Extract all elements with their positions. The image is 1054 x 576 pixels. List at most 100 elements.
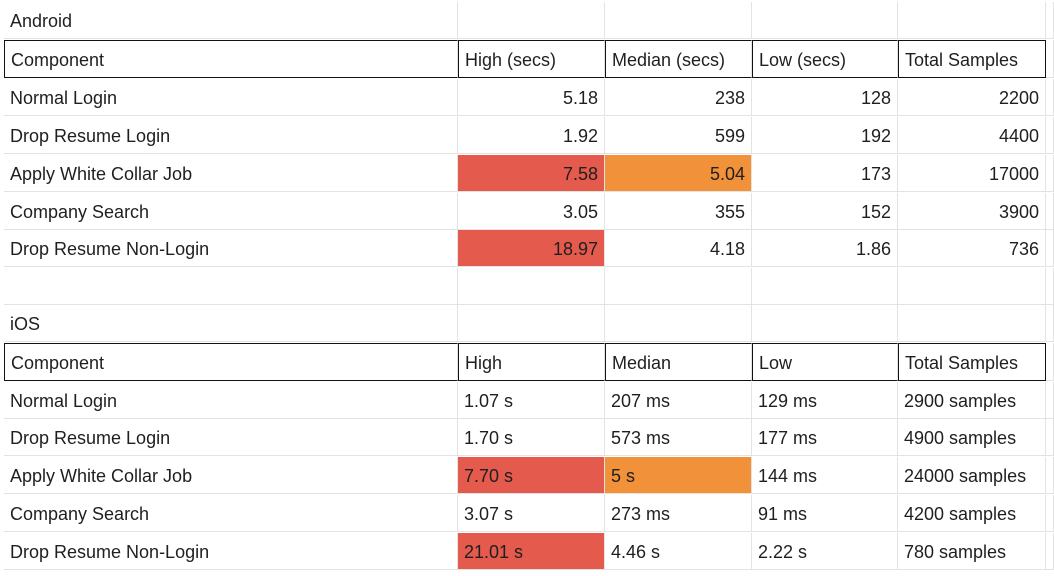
empty-cell[interactable] [898, 305, 1046, 342]
header-total-samples[interactable]: Total Samples [898, 343, 1046, 381]
empty-cell[interactable] [1046, 79, 1054, 116]
component-name-cell[interactable]: Apply White Collar Job [4, 155, 458, 192]
median-value-cell[interactable]: 599 [605, 117, 752, 154]
empty-cell[interactable] [1046, 155, 1054, 192]
median-value-cell[interactable]: 207 ms [605, 382, 752, 419]
empty-cell[interactable] [752, 268, 898, 305]
empty-cell[interactable] [1046, 343, 1054, 381]
median-value-cell[interactable]: 273 ms [605, 495, 752, 532]
table-row: Normal Login 1.07 s 207 ms 129 ms 2900 s… [0, 382, 1054, 420]
low-value-cell[interactable]: 177 ms [752, 419, 898, 456]
section-row-ios: iOS [0, 305, 1054, 343]
component-name-cell[interactable]: Drop Resume Non-Login [4, 533, 458, 570]
header-low[interactable]: Low [752, 343, 898, 381]
high-value-cell[interactable]: 1.92 [458, 117, 605, 154]
header-median[interactable]: Median (secs) [605, 40, 752, 78]
high-value-cell-flagged[interactable]: 21.01 s [458, 533, 605, 570]
empty-cell[interactable] [1046, 419, 1054, 456]
low-value-cell[interactable]: 152 [752, 193, 898, 230]
section-label-android[interactable]: Android [4, 2, 458, 39]
empty-cell[interactable] [1046, 117, 1054, 154]
low-value-cell[interactable]: 129 ms [752, 382, 898, 419]
empty-cell[interactable] [1046, 382, 1054, 419]
empty-cell[interactable] [605, 2, 752, 39]
median-value-cell[interactable]: 4.46 s [605, 533, 752, 570]
total-samples-cell[interactable]: 2900 samples [898, 382, 1046, 419]
median-value-cell[interactable]: 4.18 [605, 230, 752, 267]
low-value-cell[interactable]: 144 ms [752, 457, 898, 494]
high-value-cell-flagged[interactable]: 7.58 [458, 155, 605, 192]
header-high[interactable]: High (secs) [458, 40, 605, 78]
empty-cell[interactable] [605, 268, 752, 305]
empty-cell[interactable] [898, 268, 1046, 305]
empty-cell[interactable] [1046, 533, 1054, 570]
empty-cell[interactable] [1046, 305, 1054, 342]
component-name-cell[interactable]: Apply White Collar Job [4, 457, 458, 494]
section-row-android: Android [0, 2, 1054, 40]
high-value-cell[interactable]: 3.07 s [458, 495, 605, 532]
low-value-cell[interactable]: 192 [752, 117, 898, 154]
empty-cell[interactable] [4, 268, 458, 305]
empty-cell[interactable] [1046, 193, 1054, 230]
high-value-cell[interactable]: 3.05 [458, 193, 605, 230]
empty-cell[interactable] [752, 305, 898, 342]
high-value-cell-flagged[interactable]: 7.70 s [458, 457, 605, 494]
header-median[interactable]: Median [605, 343, 752, 381]
android-header-row: Component High (secs) Median (secs) Low … [0, 40, 1054, 79]
total-samples-cell[interactable]: 736 [898, 230, 1046, 267]
median-value-cell-flagged[interactable]: 5 s [605, 457, 752, 494]
component-name-cell[interactable]: Normal Login [4, 382, 458, 419]
component-name-cell[interactable]: Drop Resume Non-Login [4, 230, 458, 267]
empty-cell[interactable] [1046, 230, 1054, 267]
empty-cell[interactable] [1046, 40, 1054, 78]
total-samples-cell[interactable]: 4400 [898, 117, 1046, 154]
section-label-ios[interactable]: iOS [4, 305, 458, 342]
total-samples-cell[interactable]: 4200 samples [898, 495, 1046, 532]
blank-row [0, 268, 1054, 306]
low-value-cell[interactable]: 128 [752, 79, 898, 116]
total-samples-cell[interactable]: 2200 [898, 79, 1046, 116]
high-value-cell[interactable]: 1.70 s [458, 419, 605, 456]
median-value-cell[interactable]: 573 ms [605, 419, 752, 456]
header-component[interactable]: Component [4, 343, 458, 381]
high-value-cell[interactable]: 5.18 [458, 79, 605, 116]
high-value-cell[interactable]: 1.07 s [458, 382, 605, 419]
total-samples-cell[interactable]: 780 samples [898, 533, 1046, 570]
median-value-cell[interactable]: 355 [605, 193, 752, 230]
table-row: Apply White Collar Job 7.58 5.04 173 170… [0, 155, 1054, 193]
empty-cell[interactable] [458, 268, 605, 305]
empty-cell[interactable] [1046, 495, 1054, 532]
empty-cell[interactable] [898, 2, 1046, 39]
total-samples-cell[interactable]: 24000 samples [898, 457, 1046, 494]
component-name-cell[interactable]: Drop Resume Login [4, 419, 458, 456]
total-samples-cell[interactable]: 17000 [898, 155, 1046, 192]
low-value-cell[interactable]: 173 [752, 155, 898, 192]
total-samples-cell[interactable]: 3900 [898, 193, 1046, 230]
header-component[interactable]: Component [4, 40, 458, 78]
table-row: Drop Resume Non-Login 21.01 s 4.46 s 2.2… [0, 533, 1054, 571]
low-value-cell[interactable]: 91 ms [752, 495, 898, 532]
grid-left-edge [0, 0, 4, 576]
empty-cell[interactable] [1046, 457, 1054, 494]
table-row: Company Search 3.07 s 273 ms 91 ms 4200 … [0, 495, 1054, 533]
table-row: Normal Login 5.18 238 128 2200 [0, 79, 1054, 117]
median-value-cell-flagged[interactable]: 5.04 [605, 155, 752, 192]
low-value-cell[interactable]: 1.86 [752, 230, 898, 267]
component-name-cell[interactable]: Company Search [4, 495, 458, 532]
component-name-cell[interactable]: Company Search [4, 193, 458, 230]
empty-cell[interactable] [1046, 2, 1054, 39]
component-name-cell[interactable]: Normal Login [4, 79, 458, 116]
header-high[interactable]: High [458, 343, 605, 381]
component-name-cell[interactable]: Drop Resume Login [4, 117, 458, 154]
empty-cell[interactable] [458, 305, 605, 342]
empty-cell[interactable] [1046, 268, 1054, 305]
header-low[interactable]: Low (secs) [752, 40, 898, 78]
empty-cell[interactable] [605, 305, 752, 342]
median-value-cell[interactable]: 238 [605, 79, 752, 116]
empty-cell[interactable] [458, 2, 605, 39]
header-total-samples[interactable]: Total Samples [898, 40, 1046, 78]
high-value-cell-flagged[interactable]: 18.97 [458, 230, 605, 267]
empty-cell[interactable] [752, 2, 898, 39]
low-value-cell[interactable]: 2.22 s [752, 533, 898, 570]
total-samples-cell[interactable]: 4900 samples [898, 419, 1046, 456]
